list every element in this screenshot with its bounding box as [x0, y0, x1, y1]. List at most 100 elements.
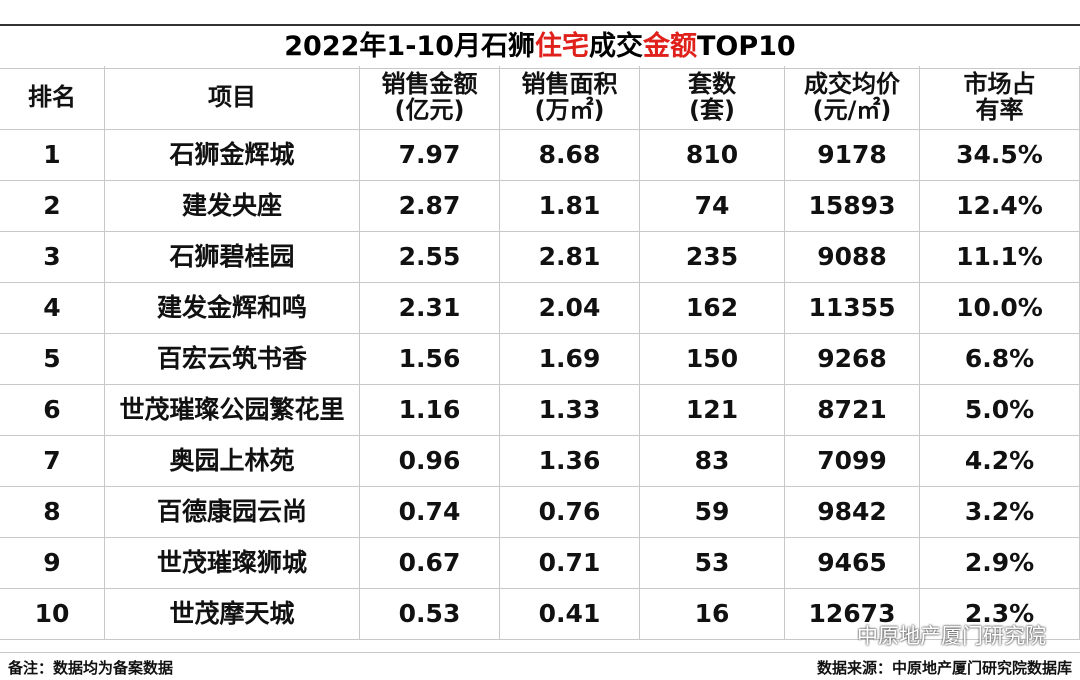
table-cell: 4 — [0, 283, 105, 334]
table-title: 2022年1-10月石狮住宅成交金额TOP10 — [0, 24, 1080, 69]
table-cell: 3.2% — [920, 487, 1080, 538]
header-text: (万㎡) — [534, 95, 605, 124]
header-cell: 排名 — [0, 66, 105, 130]
table-cell: 9 — [0, 538, 105, 589]
table-cell: 2.04 — [500, 283, 640, 334]
header-text: (套) — [689, 95, 735, 124]
table-cell: 5.0% — [920, 385, 1080, 436]
table-cell: 4.2% — [920, 436, 1080, 487]
table-cell: 6.8% — [920, 334, 1080, 385]
table-cell: 石狮金辉城 — [105, 130, 360, 181]
table-cell: 2 — [0, 181, 105, 232]
table-cell: 11.1% — [920, 232, 1080, 283]
table-cell: 5 — [0, 334, 105, 385]
footer-source: 数据来源：中原地产厦门研究院数据库 — [816, 659, 1072, 677]
header-text: (元/㎡) — [812, 95, 892, 124]
table-cell: 12673 — [785, 589, 920, 640]
title-part: TOP10 — [696, 31, 796, 62]
header-text: 销售面积 — [521, 70, 618, 99]
table-cell: 0.41 — [500, 589, 640, 640]
header-text: (亿元) — [394, 95, 465, 124]
table-cell: 2.3% — [920, 589, 1080, 640]
table-cell: 1.33 — [500, 385, 640, 436]
table-cell: 2.55 — [360, 232, 500, 283]
spacer-row — [0, 638, 1080, 653]
table-cell: 8721 — [785, 385, 920, 436]
footer-note: 备注：数据均为备案数据 — [8, 659, 174, 677]
table-cell: 74 — [640, 181, 785, 232]
table-cell: 2.81 — [500, 232, 640, 283]
table-cell: 9178 — [785, 130, 920, 181]
table-cell: 235 — [640, 232, 785, 283]
table-cell: 16 — [640, 589, 785, 640]
table-cell: 0.67 — [360, 538, 500, 589]
header-text: 销售金额 — [381, 70, 478, 99]
table-cell: 1.16 — [360, 385, 500, 436]
table-cell: 百宏云筑书香 — [105, 334, 360, 385]
table-cell: 9465 — [785, 538, 920, 589]
table-cell: 9088 — [785, 232, 920, 283]
title-part: 成交 — [588, 31, 643, 62]
header-text: 成交均价 — [804, 70, 900, 99]
header-cell: 套数 (套) — [640, 66, 785, 130]
header-cell: 销售面积 (万㎡) — [500, 66, 640, 130]
table-cell: 83 — [640, 436, 785, 487]
table-cell: 1.56 — [360, 334, 500, 385]
header-cell: 市场占 有率 — [920, 66, 1080, 130]
watermark: 中原地产厦门研究院 — [857, 624, 1046, 648]
table-cell: 12.4% — [920, 181, 1080, 232]
table-cell: 1.36 — [500, 436, 640, 487]
table-cell: 3 — [0, 232, 105, 283]
table-cell: 10 — [0, 589, 105, 640]
table-cell: 10.0% — [920, 283, 1080, 334]
header-cell: 销售金额 (亿元) — [360, 66, 500, 130]
table-cell: 7099 — [785, 436, 920, 487]
header-text: 套数 — [688, 70, 736, 99]
table-cell: 世茂摩天城 — [105, 589, 360, 640]
table-cell: 7.97 — [360, 130, 500, 181]
table-cell: 15893 — [785, 181, 920, 232]
table-cell: 8.68 — [500, 130, 640, 181]
table-cell: 53 — [640, 538, 785, 589]
title-part: 住宅 — [534, 31, 589, 62]
table-cell: 1 — [0, 130, 105, 181]
table-cell: 世茂璀璨公园繁花里 — [105, 385, 360, 436]
table-cell: 11355 — [785, 283, 920, 334]
table-cell: 建发央座 — [105, 181, 360, 232]
table-cell: 百德康园云尚 — [105, 487, 360, 538]
table-cell: 0.76 — [500, 487, 640, 538]
table-cell: 810 — [640, 130, 785, 181]
table-cell: 7 — [0, 436, 105, 487]
table-cell: 1.69 — [500, 334, 640, 385]
table-cell: 6 — [0, 385, 105, 436]
table-cell: 0.53 — [360, 589, 500, 640]
header-text: 有率 — [975, 95, 1024, 124]
header-text: 市场占 — [963, 70, 1036, 99]
table-cell: 150 — [640, 334, 785, 385]
table-cell: 2.87 — [360, 181, 500, 232]
table-cell: 世茂璀璨狮城 — [105, 538, 360, 589]
header-text: 项目 — [208, 82, 256, 111]
title-part: 金额 — [642, 31, 697, 62]
table-cell: 2.31 — [360, 283, 500, 334]
table-cell: 9842 — [785, 487, 920, 538]
table-cell: 2.9% — [920, 538, 1080, 589]
table-cell: 121 — [640, 385, 785, 436]
header-text: 排名 — [28, 82, 76, 111]
table-cell: 建发金辉和鸣 — [105, 283, 360, 334]
table-cell: 0.96 — [360, 436, 500, 487]
title-part: 2022年1-10月石狮 — [284, 31, 535, 62]
table-cell: 8 — [0, 487, 105, 538]
table-cell: 34.5% — [920, 130, 1080, 181]
header-cell: 成交均价 (元/㎡) — [785, 66, 920, 130]
table-cell: 0.71 — [500, 538, 640, 589]
header-cell: 项目 — [105, 66, 360, 130]
table-cell: 9268 — [785, 334, 920, 385]
table-cell: 奥园上林苑 — [105, 436, 360, 487]
table-cell: 59 — [640, 487, 785, 538]
table-cell: 0.74 — [360, 487, 500, 538]
table-cell: 1.81 — [500, 181, 640, 232]
table-cell: 162 — [640, 283, 785, 334]
table-cell: 石狮碧桂园 — [105, 232, 360, 283]
